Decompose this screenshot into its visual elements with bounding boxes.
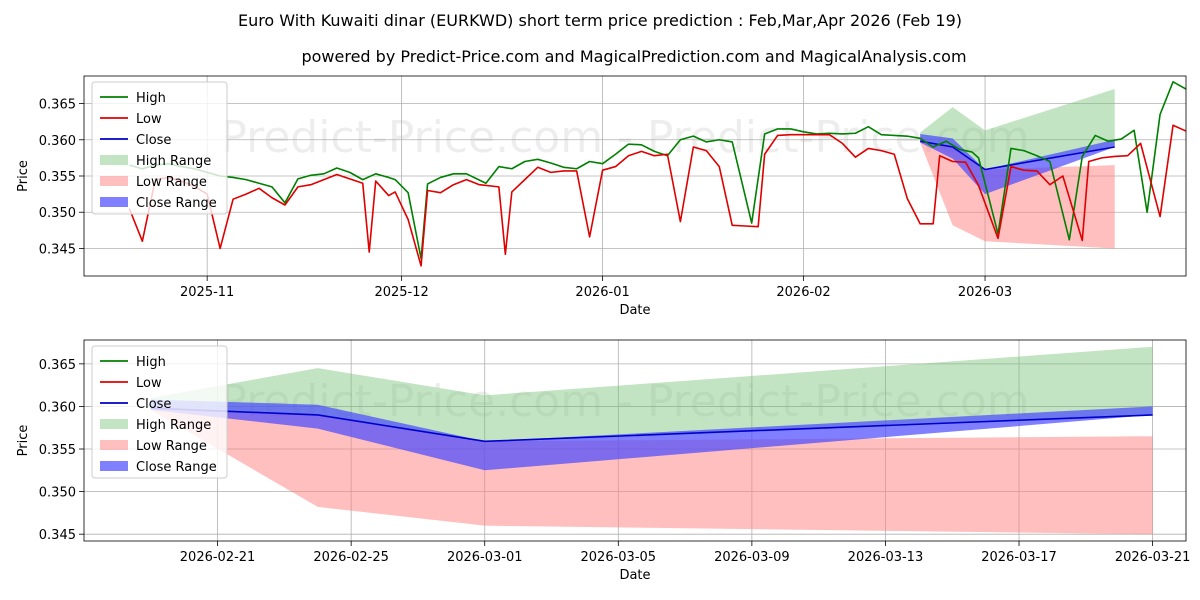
plot-frame xyxy=(83,339,1187,542)
high-price-line xyxy=(129,81,1187,260)
x-tick-label: 2026-03 xyxy=(958,285,1012,300)
close-line xyxy=(150,407,1153,443)
legend-label-close-range: Close Range xyxy=(136,460,217,475)
x-tick-label: 2026-03-13 xyxy=(848,550,924,565)
y-tick-label: 0.345 xyxy=(39,528,76,543)
high-range-band xyxy=(150,346,1153,442)
x-tick-label: 2025-11 xyxy=(180,285,234,300)
x-tick-label: 2026-03-21 xyxy=(1115,550,1191,565)
watermark-text: Predict-Price.com - Predict-Price.com xyxy=(220,112,1029,163)
y-tick-label: 0.350 xyxy=(39,206,76,221)
x-tick-label: 2026-03-17 xyxy=(981,550,1057,565)
legend-label-close: Close xyxy=(136,397,171,412)
x-axis-label: Date xyxy=(619,568,650,583)
legend-label-low-range: Low Range xyxy=(136,439,207,454)
legend-label-low-range: Low Range xyxy=(136,175,207,190)
x-tick-label: 2026-03-09 xyxy=(714,550,790,565)
legend-swatch-high-range xyxy=(100,155,128,165)
legend-label-close-range: Close Range xyxy=(136,196,217,211)
y-tick-label: 0.345 xyxy=(39,242,76,257)
chart-subtitle: powered by Predict-Price.com and Magical… xyxy=(301,47,966,66)
x-tick-label: 2026-03-05 xyxy=(581,550,657,565)
legend-label-high: High xyxy=(136,91,166,106)
legend-swatch-low-range xyxy=(100,176,128,186)
y-axis-label: Price xyxy=(16,425,31,457)
legend-label-low: Low xyxy=(136,376,162,391)
legend-label-high: High xyxy=(136,355,166,370)
y-tick-label: 0.350 xyxy=(39,486,76,501)
legend-swatch-close-range xyxy=(100,461,128,471)
legend-label-low: Low xyxy=(136,112,162,127)
high-range-band xyxy=(920,89,1115,170)
history-panel: Predict-Price.com - Predict-Price.com 202… xyxy=(16,75,1187,318)
legend-label-high-range: High Range xyxy=(136,418,211,433)
x-tick-label: 2026-02-25 xyxy=(313,550,389,565)
y-tick-label: 0.365 xyxy=(39,98,76,113)
low-price-line xyxy=(128,124,1187,267)
x-tick-label: 2025-12 xyxy=(374,285,428,300)
legend-swatch-close-range xyxy=(100,197,128,207)
forecast-panel: Predict-Price.com - Predict-Price.com202… xyxy=(16,339,1191,583)
x-axis-label: Date xyxy=(619,303,650,318)
x-tick-label: 2026-02 xyxy=(776,285,830,300)
y-tick-label: 0.365 xyxy=(39,358,76,373)
plot-frame xyxy=(83,75,1187,277)
legend-swatch-low-range xyxy=(100,440,128,450)
y-tick-label: 0.360 xyxy=(39,134,76,149)
close-line xyxy=(920,140,1115,171)
chart-title: Euro With Kuwaiti dinar (EURKWD) short t… xyxy=(238,11,962,30)
x-tick-label: 2026-03-01 xyxy=(447,550,523,565)
x-tick-label: 2026-02-21 xyxy=(180,550,256,565)
y-axis-label: Price xyxy=(16,160,31,192)
legend-label-close: Close xyxy=(136,133,171,148)
legend-swatch-high-range xyxy=(100,419,128,429)
y-tick-label: 0.355 xyxy=(39,170,76,185)
y-tick-label: 0.355 xyxy=(39,443,76,458)
legend-label-high-range: High Range xyxy=(136,154,211,169)
x-tick-label: 2026-01 xyxy=(575,285,629,300)
y-tick-label: 0.360 xyxy=(39,400,76,415)
